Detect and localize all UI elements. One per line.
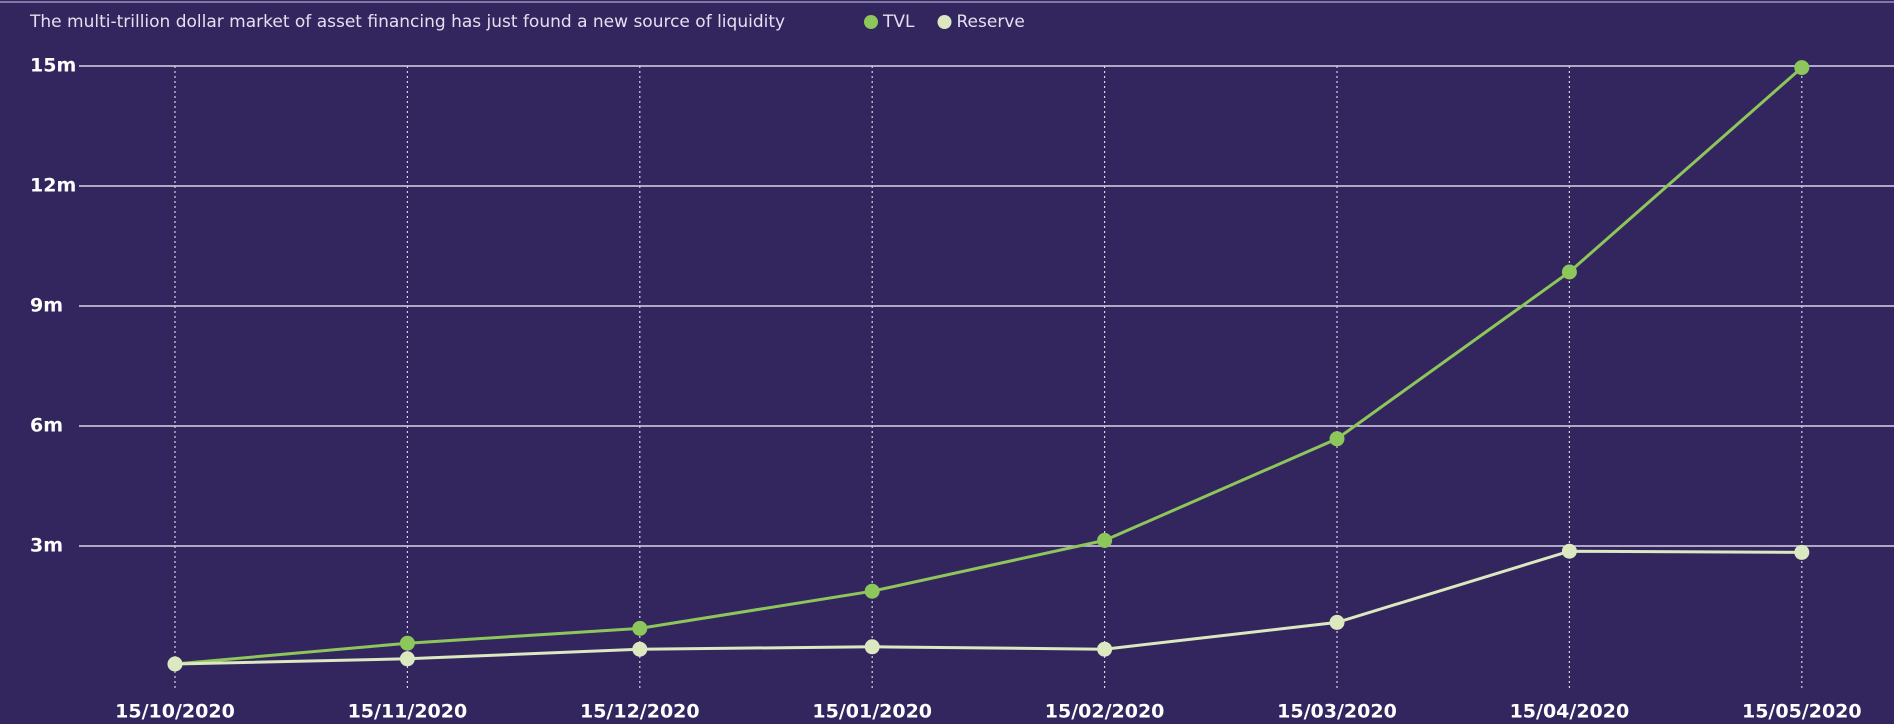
x-tick-label: 15/11/2020 <box>348 701 468 723</box>
data-point <box>864 639 880 655</box>
x-tick-label: 15/05/2020 <box>1742 701 1862 723</box>
data-point <box>399 635 415 651</box>
x-tick-label: 15/04/2020 <box>1510 701 1630 723</box>
x-tick-label: 15/10/2020 <box>115 701 235 723</box>
series-line <box>174 66 1803 666</box>
data-point <box>167 656 183 672</box>
x-tick-label: 15/01/2020 <box>812 701 932 723</box>
y-tick-label: 3m <box>30 535 63 557</box>
x-tick-label: 15/03/2020 <box>1277 701 1397 723</box>
y-tick-label: 15m <box>30 55 76 77</box>
data-point <box>1097 641 1113 657</box>
legend-marker <box>937 15 952 29</box>
y-tick-label: 9m <box>30 295 63 317</box>
y-tick-label: 12m <box>30 175 76 197</box>
legend-marker <box>864 15 878 29</box>
data-point <box>399 651 415 667</box>
legend-label: Reserve <box>957 12 1025 32</box>
data-point <box>1794 544 1810 560</box>
x-tick-label: 15/02/2020 <box>1045 701 1165 723</box>
data-point <box>1329 614 1345 630</box>
y-tick-label: 6m <box>30 415 63 437</box>
data-point <box>1794 60 1810 76</box>
data-point <box>1561 264 1577 280</box>
data-point <box>864 583 880 599</box>
data-point <box>632 620 648 636</box>
data-point <box>1561 543 1577 559</box>
data-point <box>1097 532 1113 548</box>
legend-label: TVL <box>882 12 915 32</box>
series-line <box>174 549 1802 666</box>
data-point <box>632 641 648 657</box>
chart-title: The multi-trillion dollar market of asse… <box>29 12 785 32</box>
x-tick-label: 15/12/2020 <box>580 701 700 723</box>
data-point <box>1329 431 1345 447</box>
